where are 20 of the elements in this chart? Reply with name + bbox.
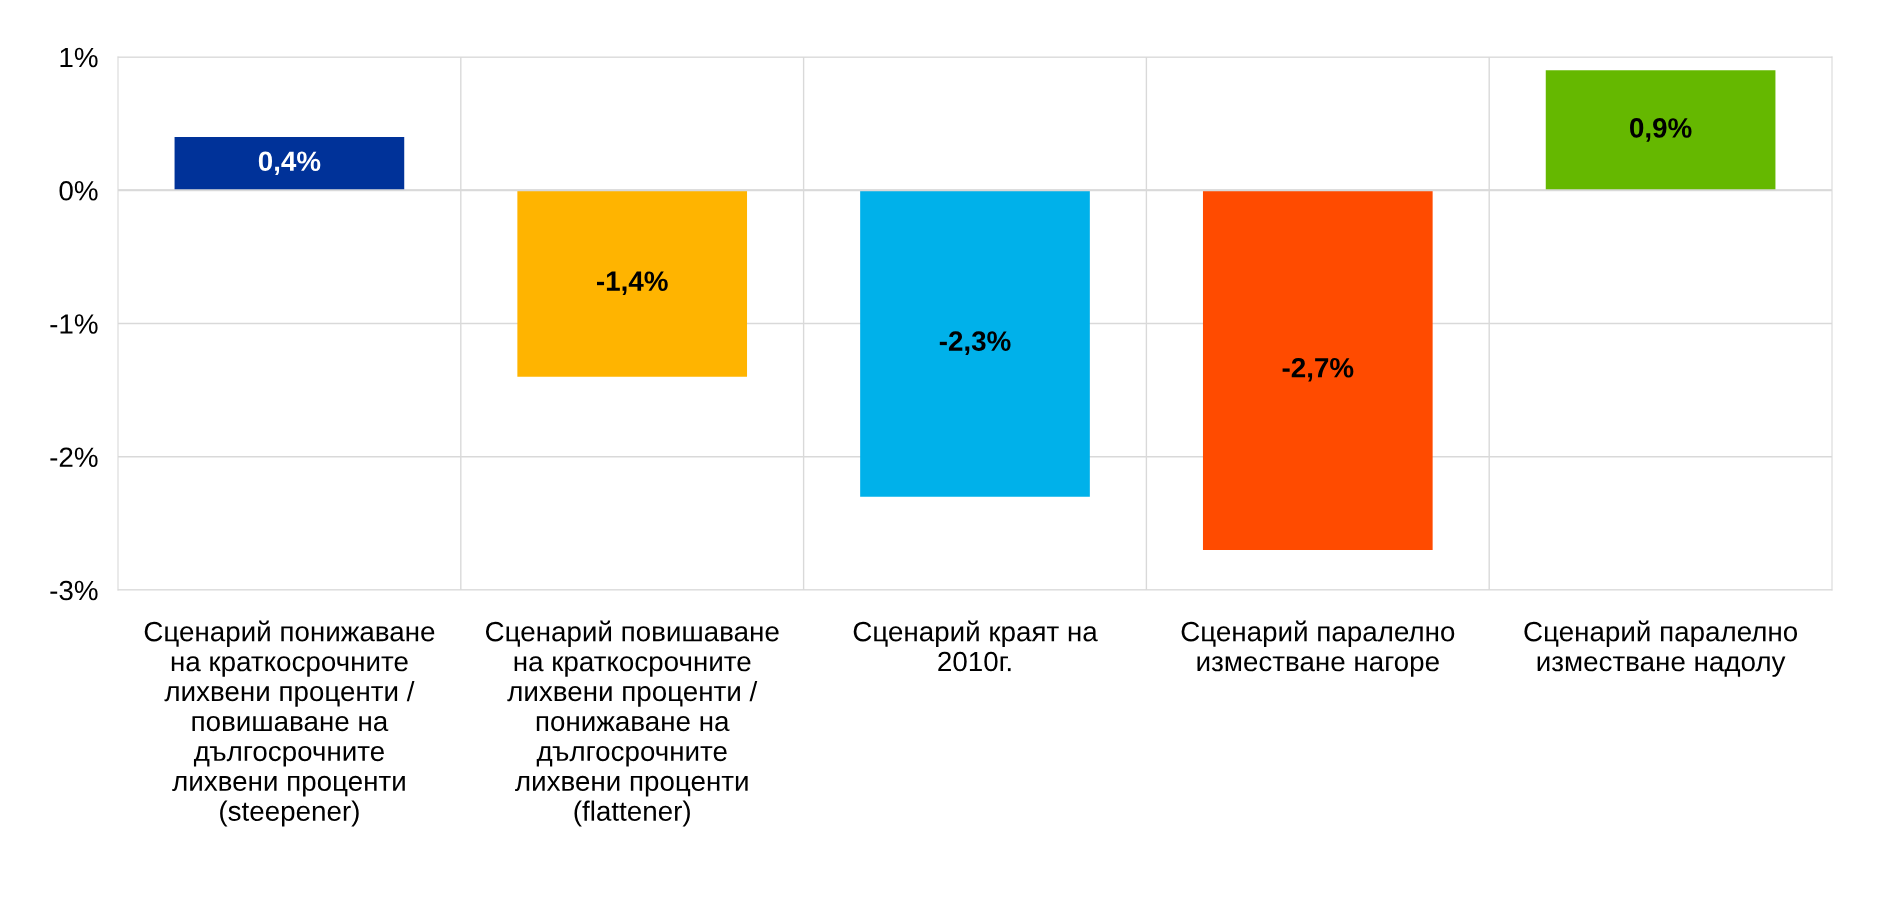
x-tick-label: Сценарий краят на 2010г. [853, 620, 1098, 672]
bar [1202, 190, 1433, 551]
data-label: -1,4% [597, 271, 668, 296]
y-tick-label: 0% [59, 180, 98, 201]
y-tick-label: -1% [50, 314, 98, 334]
bar [1545, 70, 1776, 191]
data-label: -2,3% [939, 331, 1011, 355]
x-tick-label: Сценарий повишаване на краткосрочните лихвени проценти / понижаване на дългосрочните лихвени проценти (flattener) [485, 620, 779, 827]
data-label: 0,9% [1630, 118, 1692, 142]
x-tick-label: Сценарий понижаване на краткосрочните лихвени проценти / повишаване на дългосрочните лихвени проценти (steepener) [144, 620, 435, 827]
bar [517, 190, 748, 377]
data-label: -2,7% [1282, 357, 1354, 382]
x-tick-label: Сценарий паралелно изместване нагоре [1181, 620, 1455, 677]
y-tick-label: -3% [50, 580, 98, 601]
y-tick-label: 1% [60, 47, 98, 68]
bar [860, 190, 1090, 497]
bar [174, 136, 405, 191]
y-tick-label: -2% [50, 447, 98, 467]
x-tick-label: Сценарий паралелно изместване надолу [1524, 620, 1798, 677]
data-label: 0,4% [258, 151, 321, 176]
